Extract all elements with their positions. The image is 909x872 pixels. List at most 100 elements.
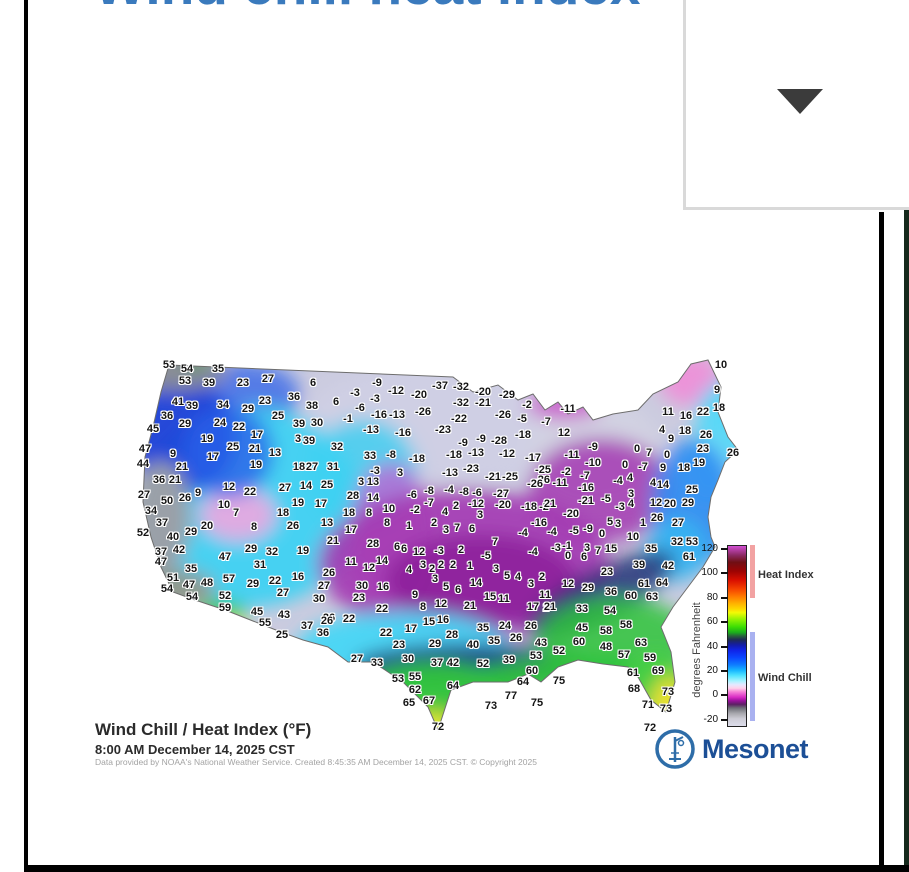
station-value: 25: [271, 410, 285, 422]
station-value: 17: [526, 601, 540, 613]
station-value: 24: [498, 620, 512, 632]
station-value: 19: [296, 545, 310, 557]
station-value: 3: [442, 524, 450, 536]
station-value: -11: [552, 477, 568, 489]
station-value: 6: [400, 543, 408, 555]
station-value: 12: [434, 598, 448, 610]
station-value: 59: [643, 652, 657, 664]
station-value: 73: [659, 703, 673, 715]
station-value: 30: [401, 653, 415, 665]
legend-tick-mark: [721, 718, 728, 721]
station-value: 12: [561, 578, 575, 590]
station-value: 22: [243, 486, 257, 498]
station-value: 41: [171, 396, 185, 408]
station-value: 13: [268, 447, 282, 459]
wind-chill-label: Wind Chill: [758, 672, 812, 684]
station-value: -25: [502, 471, 518, 483]
station-value: 4: [658, 424, 666, 436]
station-value: 63: [645, 591, 659, 603]
station-value: 13: [320, 517, 334, 529]
station-value: 12: [557, 427, 571, 439]
station-value: 29: [184, 526, 198, 538]
station-value: 26: [320, 615, 334, 627]
station-value: 61: [626, 667, 640, 679]
station-value: 35: [487, 635, 501, 647]
station-value: -23: [435, 424, 451, 436]
station-value: -21: [475, 397, 491, 409]
station-value: 3: [396, 467, 404, 479]
station-value: 23: [236, 377, 250, 389]
station-value: 22: [232, 421, 246, 433]
legend-tick-mark: [721, 694, 728, 697]
station-value: 68: [627, 683, 641, 695]
station-value: 39: [632, 559, 646, 571]
station-value: 7: [645, 447, 653, 459]
station-value: 29: [178, 418, 192, 430]
station-value: -8: [424, 485, 434, 497]
station-value: -26: [415, 406, 431, 418]
station-value: 1: [405, 520, 413, 532]
station-value: 64: [446, 680, 460, 692]
legend-tick-label: 100: [701, 567, 718, 579]
station-value: 18: [292, 461, 306, 473]
station-value: 23: [392, 639, 406, 651]
map-type-dropdown[interactable]: [683, 0, 909, 210]
station-value: 47: [218, 551, 232, 563]
station-value: -18: [409, 453, 425, 465]
station-value: 30: [310, 417, 324, 429]
station-value: -27: [493, 488, 509, 500]
station-value: 26: [509, 632, 523, 644]
station-value: 27: [278, 482, 292, 494]
station-value: 19: [692, 457, 706, 469]
station-value: -20: [411, 389, 427, 401]
station-value: 4: [649, 477, 657, 489]
station-value: 7: [232, 507, 240, 519]
station-value: 31: [326, 461, 340, 473]
legend-tick-label: 60: [706, 616, 718, 628]
station-value: 11: [498, 593, 510, 605]
station-value: 10: [217, 499, 231, 511]
station-value: -21: [485, 471, 501, 483]
station-value: 23: [696, 443, 710, 455]
station-value: 26: [178, 492, 192, 504]
station-value: -26: [527, 478, 543, 490]
station-value: 3: [294, 433, 302, 445]
heat-index-range-bar: [750, 545, 755, 598]
station-value: 21: [248, 443, 262, 455]
station-value: 53: [178, 375, 192, 387]
station-value: 22: [375, 603, 389, 615]
station-value: 17: [404, 623, 418, 635]
station-value: -4: [518, 527, 528, 539]
station-value: -1: [562, 540, 572, 552]
station-value: 6: [393, 541, 401, 553]
station-value: 54: [185, 591, 199, 603]
station-value: 54: [160, 583, 174, 595]
station-value: 40: [466, 639, 480, 651]
station-value: 73: [661, 686, 675, 698]
station-value: 11: [345, 556, 357, 568]
legend-tick-label: 0: [712, 689, 718, 701]
station-value: -6: [355, 402, 365, 414]
station-value: -18: [521, 501, 537, 513]
station-value: -3: [370, 465, 380, 477]
station-value: 47: [182, 579, 196, 591]
station-value: 27: [261, 373, 275, 385]
station-value: 18: [276, 507, 290, 519]
vertical-divider-line: [879, 212, 884, 866]
station-value: 6: [309, 377, 317, 389]
mesonet-logo-text: Mesonet: [702, 733, 809, 764]
station-value: -37: [432, 380, 448, 392]
station-value: 25: [320, 479, 334, 491]
station-value: 59: [218, 602, 232, 614]
station-value: 10: [626, 531, 640, 543]
station-value: 36: [160, 410, 174, 422]
station-value: 71: [641, 699, 655, 711]
station-value: 45: [146, 423, 160, 435]
map-title: Wind Chill / Heat Index (°F): [95, 720, 312, 739]
station-value: 13: [366, 476, 380, 488]
legend-tick-mark: [721, 670, 728, 672]
station-value: 12: [362, 562, 376, 574]
station-value: 58: [619, 619, 633, 631]
station-value: 35: [211, 363, 225, 375]
station-value: 6: [454, 584, 462, 596]
